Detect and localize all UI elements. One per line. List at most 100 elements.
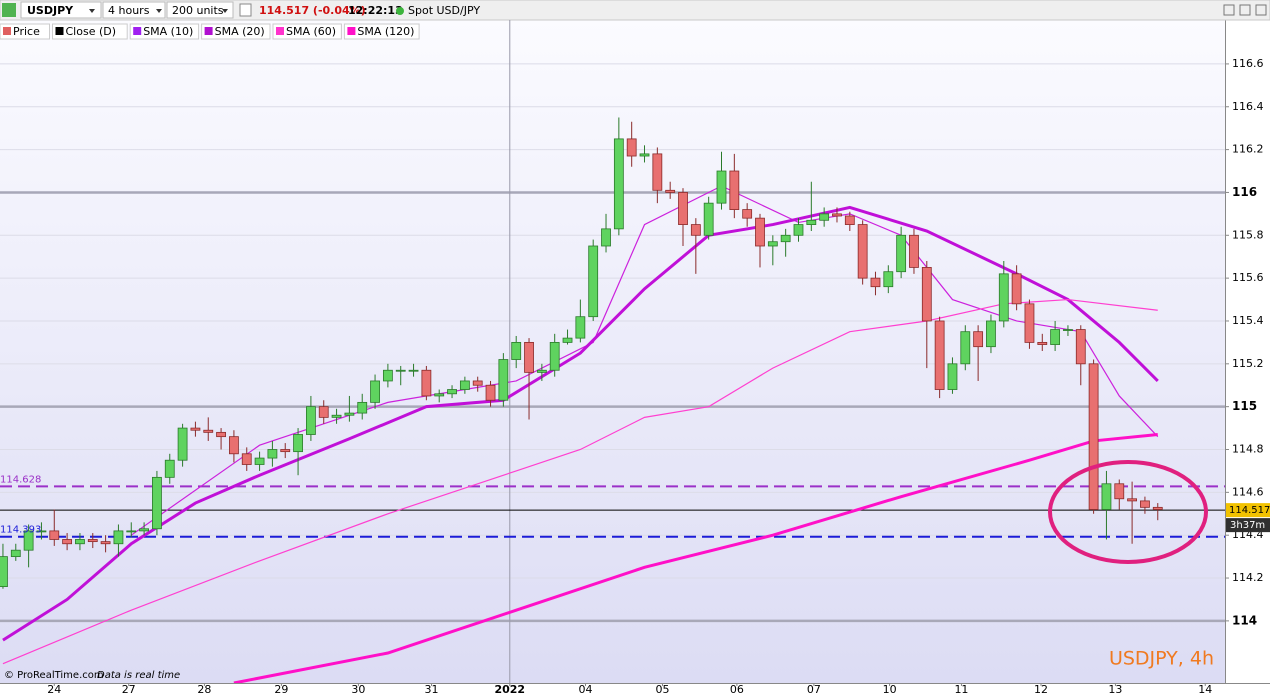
candle-body (344, 412, 355, 416)
legend-label: SMA (10) (143, 25, 193, 38)
window-button[interactable] (1223, 4, 1235, 16)
plot-area (0, 20, 1225, 683)
candle-body (960, 331, 971, 365)
candle-body (524, 341, 534, 373)
candle-body (729, 170, 740, 210)
candle-body (216, 431, 226, 438)
candle-body (665, 189, 676, 193)
window-button[interactable] (1239, 4, 1251, 16)
window-button[interactable] (1255, 4, 1267, 16)
candle-body (870, 277, 881, 288)
interval-box[interactable] (102, 1, 166, 19)
x-tick-label: 11 (954, 683, 968, 696)
chart-icon[interactable] (2, 3, 16, 17)
candle-body (1063, 329, 1073, 331)
candle-body (613, 138, 624, 230)
symbol: USDJPY (27, 4, 74, 17)
legend-box (343, 23, 420, 40)
x-tick-label: 12 (1034, 683, 1048, 696)
legend-label: SMA (20) (215, 25, 265, 38)
candle-body (1037, 341, 1048, 345)
legend-swatch (55, 27, 64, 35)
realtime-note: Data is real time (97, 670, 180, 681)
candle-body (1101, 483, 1112, 510)
candle-body (934, 320, 945, 390)
candle-body (113, 530, 124, 545)
y-tick-label: 116 (1232, 185, 1257, 199)
legend-item[interactable]: SMA (10) (129, 23, 200, 40)
y-tick-label: 114.2 (1232, 571, 1264, 584)
candle-body (536, 369, 547, 373)
candle-body (601, 228, 611, 247)
candle-body (306, 406, 316, 435)
legend-item[interactable]: Close (D) (52, 23, 128, 40)
legend-box (52, 23, 128, 40)
candle-body (1011, 273, 1022, 305)
candle-body (229, 436, 239, 455)
candle-body (164, 459, 175, 478)
y-tick-label: 115.6 (1232, 271, 1264, 284)
y-tick-label: 114 (1232, 613, 1257, 627)
candle-body (832, 213, 842, 217)
legend-swatch (347, 27, 356, 35)
candle-body (139, 528, 149, 532)
candle-body (23, 530, 34, 551)
sma-line (2, 205, 1159, 642)
y-tick-label: 116.6 (1232, 57, 1264, 70)
candle-body (126, 530, 137, 533)
legend-item[interactable]: SMA (20) (201, 23, 271, 40)
info-icon[interactable] (239, 3, 252, 17)
candle-body (549, 341, 560, 371)
candle-body (152, 476, 162, 530)
quote: 114.517 (-0.04%) (259, 4, 366, 17)
x-tick-label: 27 (122, 683, 136, 696)
legend-box (129, 23, 200, 40)
legend-item[interactable]: SMA (60) (272, 23, 342, 40)
y-tick-label: 115 (1232, 399, 1257, 413)
y-tick-label: 114.8 (1232, 443, 1264, 456)
x-tick-label: 07 (807, 683, 821, 696)
candle-body (973, 331, 984, 348)
candle-body (498, 359, 509, 401)
candle-body (896, 234, 907, 273)
legend-item[interactable]: SMA (120) (343, 23, 420, 40)
candle-body (421, 369, 432, 397)
candle-body (652, 153, 663, 191)
candle-body (1140, 500, 1150, 508)
candle-body (562, 337, 573, 343)
candle-body (331, 414, 342, 418)
candle-body (280, 449, 291, 453)
candle-body (87, 539, 98, 543)
candle-body (986, 320, 996, 348)
candle-body (1088, 363, 1099, 510)
legend-label: Close (D) (66, 25, 117, 38)
y-tick-label: 116.4 (1232, 100, 1264, 113)
time: 12:22:13 (348, 4, 403, 17)
candle-body (575, 316, 586, 339)
x-tick-label: 2022 (494, 683, 525, 696)
candle-body (447, 389, 457, 395)
candle-body (755, 217, 765, 247)
symbol-box[interactable] (20, 1, 102, 19)
annotation-circle (1048, 460, 1208, 564)
candle-body (844, 215, 855, 225)
units-box[interactable] (166, 1, 234, 19)
legend-item[interactable]: Price (0, 23, 50, 40)
copyright: © ProRealTime.com (4, 670, 104, 681)
candle-body (10, 549, 21, 558)
live-dot (396, 7, 404, 15)
candle-body (1114, 483, 1125, 500)
watermark: USDJPY, 4h (1109, 648, 1214, 670)
y-tick-label: 114.6 (1232, 485, 1264, 498)
dropdown-arrow (222, 9, 228, 13)
interval: 4 hours (108, 4, 150, 17)
candle-body (459, 380, 470, 390)
candle-body (395, 369, 406, 372)
legend-swatch (204, 27, 213, 35)
candle-body (703, 202, 714, 236)
candle-body (62, 539, 73, 545)
candle-body (472, 380, 483, 386)
candle-body (780, 234, 791, 243)
candle-body (793, 224, 804, 236)
